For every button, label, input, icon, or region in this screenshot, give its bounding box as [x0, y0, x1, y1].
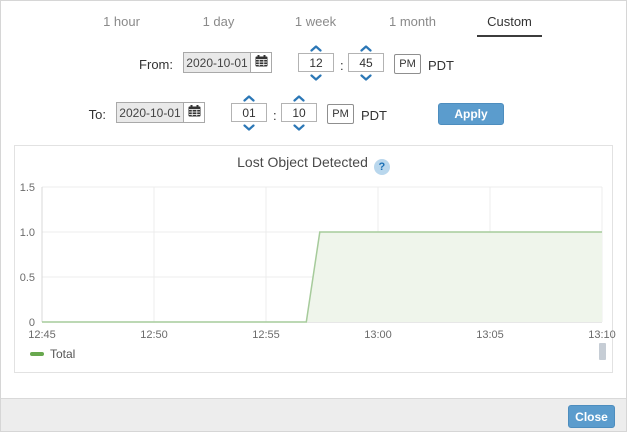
tab-label: Custom	[477, 11, 542, 37]
svg-text:0: 0	[29, 317, 35, 329]
chevron-down-icon	[360, 69, 372, 84]
chevron-down-icon	[243, 119, 255, 134]
to-hour-up-button[interactable]	[243, 94, 255, 102]
from-time-separator: :	[340, 58, 344, 73]
tab-label: 1 day	[202, 14, 235, 29]
from-minute-spinner	[348, 44, 384, 81]
to-minute-up-button[interactable]	[293, 94, 305, 102]
to-meridiem-button[interactable]: PM	[327, 104, 354, 124]
to-date-group	[116, 102, 205, 123]
to-label: To:	[88, 107, 106, 122]
chart-panel: Lost Object Detected? 0 0.5 1.0 1.5 12:45 12:…	[14, 145, 616, 373]
chart-scrollbar-thumb[interactable]	[599, 343, 606, 360]
from-hour-spinner	[298, 44, 334, 81]
calendar-icon	[188, 105, 201, 120]
apply-button[interactable]: Apply	[438, 103, 504, 125]
svg-text:12:55: 12:55	[252, 329, 280, 341]
from-minute-input[interactable]	[348, 53, 384, 72]
from-date-group	[183, 52, 272, 73]
svg-text:1.5: 1.5	[20, 182, 35, 194]
from-timezone-label: PDT	[428, 58, 454, 73]
to-minute-input[interactable]	[281, 103, 317, 122]
to-minute-down-button[interactable]	[293, 123, 305, 131]
to-calendar-button[interactable]	[183, 102, 205, 123]
to-time-separator: :	[273, 108, 277, 123]
legend-total-label: Total	[50, 347, 76, 361]
tab-custom[interactable]: Custom	[461, 11, 558, 37]
from-calendar-button[interactable]	[250, 52, 272, 73]
svg-text:1.0: 1.0	[20, 227, 35, 239]
to-timezone-label: PDT	[361, 108, 387, 123]
svg-text:0.5: 0.5	[20, 272, 35, 284]
from-hour-input[interactable]	[298, 53, 334, 72]
close-button[interactable]: Close	[568, 405, 615, 428]
from-label: From:	[139, 57, 173, 72]
chevron-up-icon	[293, 90, 305, 105]
tab-label: 1 week	[294, 14, 337, 29]
tab-1-hour[interactable]: 1 hour	[73, 11, 170, 37]
to-hour-spinner	[231, 94, 267, 131]
chevron-up-icon	[243, 90, 255, 105]
from-minute-down-button[interactable]	[360, 73, 372, 81]
to-date-input[interactable]	[116, 102, 184, 123]
tab-1-day[interactable]: 1 day	[170, 11, 267, 37]
svg-text:12:45: 12:45	[28, 329, 56, 341]
chart-legend: Total	[30, 347, 75, 361]
legend-total-swatch	[30, 352, 44, 356]
to-minute-spinner	[281, 94, 317, 131]
svg-text:13:05: 13:05	[476, 329, 504, 341]
tab-1-month[interactable]: 1 month	[364, 11, 461, 37]
chevron-down-icon	[293, 119, 305, 134]
from-date-input[interactable]	[183, 52, 251, 73]
to-hour-input[interactable]	[231, 103, 267, 122]
svg-text:13:10: 13:10	[588, 329, 616, 341]
tab-label: 1 month	[389, 14, 436, 29]
to-hour-down-button[interactable]	[243, 123, 255, 131]
chevron-down-icon	[310, 69, 322, 84]
lost-object-detected-chart: 0 0.5 1.0 1.5 12:45 12:50 12:55 13:00 13:05 13:10	[20, 182, 616, 341]
chevron-up-icon	[360, 40, 372, 55]
from-hour-down-button[interactable]	[310, 73, 322, 81]
dialog-footer: Close	[1, 398, 626, 431]
time-range-tabs: 1 hour 1 day 1 week 1 month Custom	[73, 11, 558, 37]
tab-label: 1 hour	[103, 14, 140, 29]
from-minute-up-button[interactable]	[360, 44, 372, 52]
tab-1-week[interactable]: 1 week	[267, 11, 364, 37]
chart-title-row: Lost Object Detected?	[15, 154, 612, 175]
from-meridiem-button[interactable]: PM	[394, 54, 421, 74]
svg-text:13:00: 13:00	[364, 329, 392, 341]
help-icon[interactable]: ?	[373, 159, 390, 175]
chart-title: Lost Object Detected	[237, 154, 368, 170]
from-hour-up-button[interactable]	[310, 44, 322, 52]
chevron-up-icon	[310, 40, 322, 55]
svg-text:12:50: 12:50	[140, 329, 168, 341]
calendar-icon	[255, 55, 268, 70]
